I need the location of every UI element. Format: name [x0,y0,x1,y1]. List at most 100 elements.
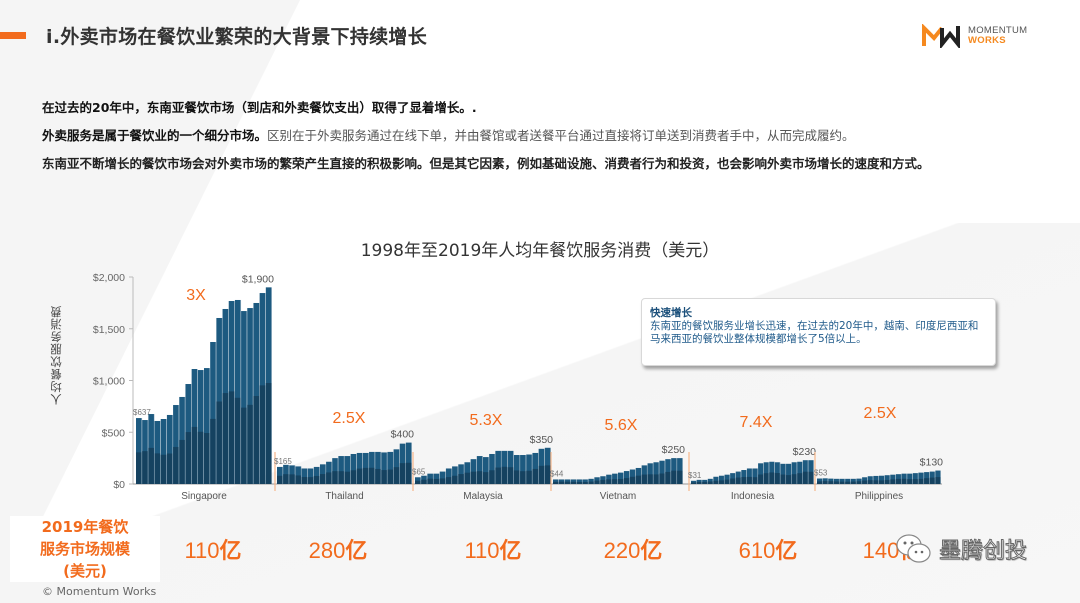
bar [867,476,873,484]
bar [210,341,216,484]
bar [797,461,803,484]
bar [780,463,786,484]
title-accent-bar [0,32,26,39]
market-size-singapore: 110亿 [184,538,242,564]
bar [234,299,241,484]
bar [433,473,440,484]
summary-line-2: 外卖服务是属于餐饮业的一个细分市场。区别在于外卖服务通过在线下单，并由餐馆或者送… [42,126,930,154]
bar [387,451,393,484]
bar [476,456,483,484]
growth-multiplier: 5.3X [470,412,503,429]
bar [763,462,769,484]
bar [191,369,198,484]
bar [623,471,630,484]
x-category-label: Singapore [181,491,227,502]
bar [890,474,896,484]
bar [746,468,752,484]
bar [160,419,167,484]
bar [495,450,501,484]
start-value-label: $53 [814,469,828,478]
bar [741,470,747,484]
momentum-works-logo: MOMENTUM WORKS [922,24,1027,48]
bar [253,302,260,484]
bar [691,480,696,484]
logo-line2: WORKS [968,35,1006,46]
growth-multiplier: 3X [186,287,206,304]
bar [873,475,879,484]
bar [439,471,446,484]
market-size-label: 2019年餐饮 服务市场规模 (美元) [10,516,160,582]
bar [618,472,624,484]
end-value-label: $1,900 [242,273,274,285]
bar [375,451,381,484]
bar [247,308,253,484]
bar [489,453,495,484]
bar [513,455,520,484]
summary-line-1: 在过去的20年中，东南亚餐饮市场（到店和外卖餐饮支出）取得了显着增长。. [42,100,477,115]
bar [277,466,283,484]
bar [786,463,792,484]
x-category-label: Indonesia [731,491,775,502]
start-value-label: $637 [133,408,151,417]
bar [241,311,247,484]
bar [817,478,823,484]
market-size-label-line2: 服务市场规模 [39,540,130,558]
bar [907,473,913,484]
start-value-label: $65 [412,467,426,476]
x-category-label: Thailand [325,491,363,502]
bar [647,463,653,484]
start-value-label: $31 [688,471,702,480]
bar [912,473,918,484]
bar [356,452,363,484]
bar [665,459,671,484]
bar [884,475,890,484]
market-size-label-line1: 2019年餐饮 [41,518,129,536]
x-category-label: Malaysia [463,491,503,502]
bar [532,452,539,484]
bar [718,475,724,484]
growth-multiplier: 7.4X [740,414,773,431]
bar [653,462,659,484]
bar [452,466,458,484]
bar [415,477,421,484]
bar [606,474,612,484]
bar [136,418,142,484]
bar [713,476,719,484]
bar [350,453,357,484]
chart-title: 1998年至2019年人均年餐饮服务消费（美元） [360,241,720,261]
growth-multiplier: 5.6X [605,417,638,434]
bar [344,456,351,484]
y-tick-label: $1,000 [93,376,125,388]
bar [659,460,665,484]
wechat-icon [896,534,931,563]
start-value-label: $44 [550,469,564,478]
callout-title: 快速增长 [650,307,692,319]
bar [154,420,161,484]
bar [845,478,851,484]
y-tick-label: $1,500 [93,324,125,336]
market-size-vietnam: 220亿 [603,538,663,564]
y-tick-label: $2,000 [93,272,125,284]
bar [216,317,222,484]
bar [381,452,387,484]
bar [520,455,526,484]
bar [752,468,758,484]
watermark-text: 墨腾创投 [938,539,1028,565]
callout-box: 快速增长 东南亚的餐饮服务业增长迅速，在过去的20年中，越南、印度尼西亚和马来西… [641,298,996,366]
bar [576,479,582,484]
market-size-indonesia: 610亿 [738,538,798,564]
end-value-label: $400 [391,429,415,441]
summary-line-2-strong: 外卖服务是属于餐饮业的一个细分市场。 [42,128,268,143]
callout-body: 东南亚的餐饮服务业增长迅速，在过去的20年中，越南、印度尼西亚和马来西亚的餐饮业… [650,320,979,345]
bar [313,466,320,484]
bar [197,370,204,484]
growth-multiplier: 2.5X [333,410,366,427]
bar [791,462,797,484]
y-tick-label: $0 [113,479,125,491]
wechat-watermark: 墨腾创投 [895,533,1028,565]
x-category-label: Philippines [855,491,903,502]
bar [629,469,636,484]
bar [483,457,489,484]
bar [445,468,452,484]
